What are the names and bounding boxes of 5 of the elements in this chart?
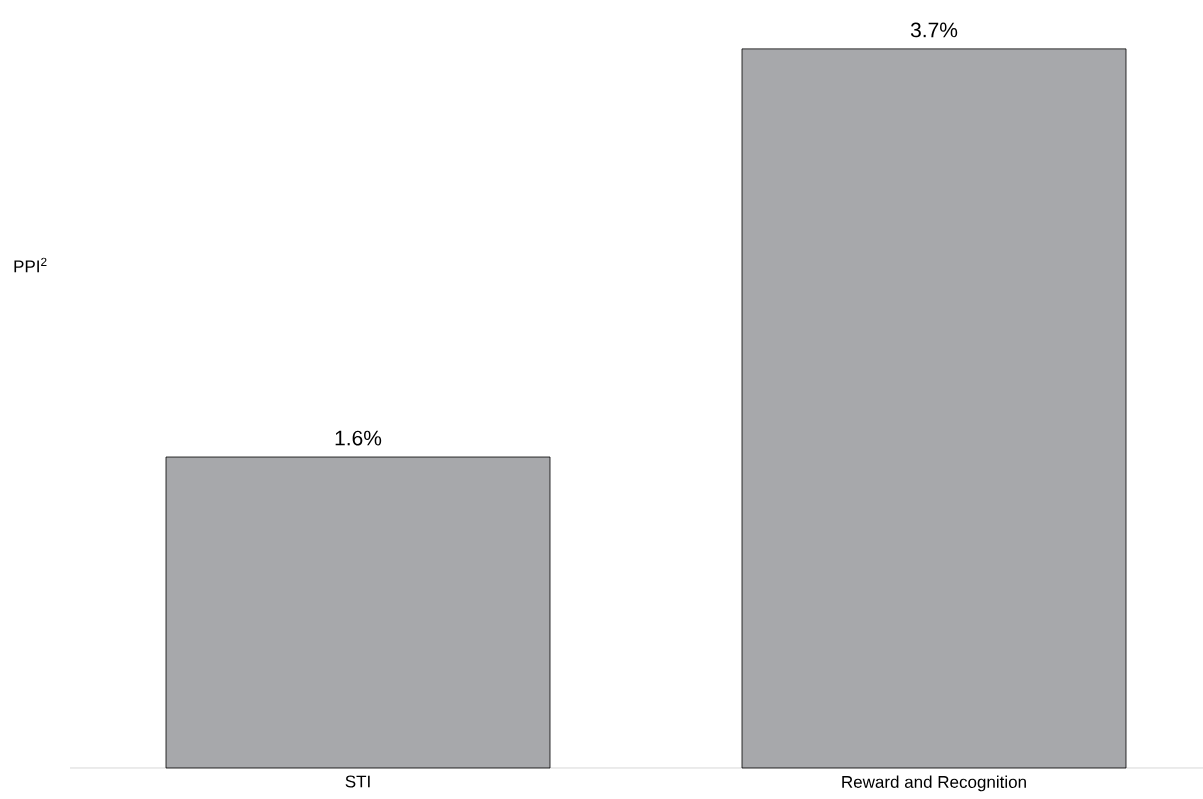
data-label: 1.6% <box>335 430 382 446</box>
y-axis-title: PPI$^{2}$ <box>14 257 47 273</box>
data-label: 3.7% <box>910 22 958 38</box>
x-tick-label: STI <box>345 775 370 788</box>
x-tick-label: Reward and Recognition <box>842 775 1026 792</box>
